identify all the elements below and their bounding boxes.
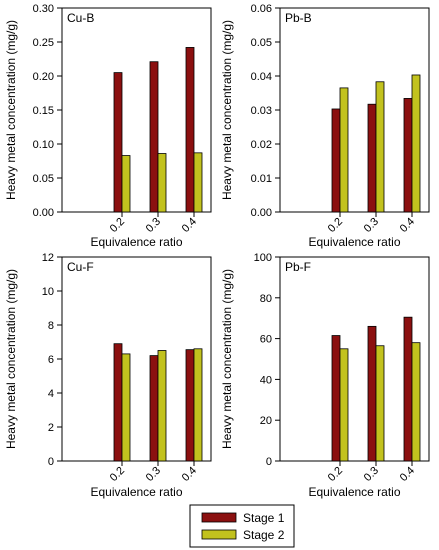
y-axis-label: Heavy metal concentration (mg/g) bbox=[4, 269, 18, 449]
legend-label-stage-1: Stage 1 bbox=[243, 511, 285, 525]
y-tick-label: 0.06 bbox=[251, 3, 272, 15]
x-tick-label: 0.3 bbox=[144, 465, 163, 484]
x-tick-label: 0.3 bbox=[362, 216, 381, 235]
x-axis-label: Equivalence ratio bbox=[308, 485, 400, 499]
legend-swatch-stage-1 bbox=[201, 512, 237, 523]
panel-pb-f: 0 20 40 60 80 100 0.2 0.3 0.4 Pb-F Equivalence rat… bbox=[220, 252, 430, 499]
bar-stage-2-0-2 bbox=[339, 348, 349, 462]
y-tick-label: 0.00 bbox=[33, 207, 54, 219]
legend-box bbox=[189, 504, 295, 548]
y-tick-label: 0.15 bbox=[33, 105, 54, 117]
y-tick-label: 80 bbox=[260, 293, 272, 305]
y-tick-label: 0 bbox=[266, 456, 272, 468]
y-axis-label: Heavy metal concentration (mg/g) bbox=[220, 20, 234, 200]
y-tick-label: 0.05 bbox=[251, 37, 272, 49]
bar-stage-2-0-3 bbox=[375, 81, 385, 213]
panel-cu-f: 0 2 4 6 8 10 12 0.2 0.3 0.4 Cu-F Equivalence ratio H… bbox=[4, 252, 212, 499]
x-tick-label: 0.4 bbox=[398, 465, 417, 484]
y-tick-label: 0.30 bbox=[33, 3, 54, 15]
bar-stage-1-0-2 bbox=[113, 343, 123, 462]
legend-label-stage-2: Stage 2 bbox=[243, 528, 285, 542]
x-axis-label: Equivalence ratio bbox=[90, 485, 182, 499]
y-tick-label: 0.01 bbox=[251, 173, 272, 185]
panel-label: Cu-B bbox=[67, 11, 94, 25]
x-tick-label: 0.3 bbox=[362, 465, 381, 484]
x-tick-label: 0.2 bbox=[326, 216, 345, 235]
x-axis-label: Equivalence ratio bbox=[308, 235, 400, 249]
x-tick-label: 0.2 bbox=[326, 465, 345, 484]
bar-stage-2-0-2 bbox=[121, 155, 131, 213]
bar-stage-2-0-4 bbox=[193, 152, 203, 213]
y-tick-label: 0.04 bbox=[251, 71, 272, 83]
bar-stage-1-0-4 bbox=[403, 98, 413, 213]
panel-cu-b: 0.00 0.05 0.10 0.15 0.20 0.25 0.30 0.2 0.3 0.4 Cu-… bbox=[4, 3, 212, 249]
panel-label: Pb-F bbox=[285, 260, 311, 274]
y-tick-label: 0.10 bbox=[33, 139, 54, 151]
y-tick-label: 20 bbox=[260, 415, 272, 427]
y-tick-label: 40 bbox=[260, 374, 272, 386]
y-tick-label: 2 bbox=[48, 422, 54, 434]
legend: Stage 1 Stage 2 bbox=[189, 504, 295, 548]
y-tick-label: 0.25 bbox=[33, 37, 54, 49]
bar-stage-1-0-3 bbox=[367, 325, 377, 462]
y-axis-label: Heavy metal concentration (mg/g) bbox=[4, 20, 18, 200]
bar-stage-2-0-2 bbox=[121, 353, 131, 462]
bar-stage-1-0-2 bbox=[113, 72, 123, 213]
panel-label: Pb-B bbox=[285, 11, 312, 25]
x-tick-label: 0.3 bbox=[144, 216, 163, 235]
x-tick-label: 0.4 bbox=[180, 216, 199, 235]
bar-stage-1-0-4 bbox=[185, 349, 195, 462]
bar-stage-1-0-3 bbox=[367, 103, 377, 213]
bar-stage-2-0-4 bbox=[411, 74, 421, 213]
panel-label: Cu-F bbox=[67, 260, 94, 274]
bar-stage-1-0-3 bbox=[149, 61, 159, 213]
panel-pb-b: 0.00 0.01 0.02 0.03 0.04 0.05 0.06 0.2 0.3 0.4 Pb-… bbox=[220, 3, 430, 249]
y-tick-label: 0.20 bbox=[33, 71, 54, 83]
plot-frame bbox=[279, 256, 430, 462]
bar-stage-1-0-2 bbox=[331, 335, 341, 462]
bar-stage-2-0-3 bbox=[375, 345, 385, 462]
x-axis-label: Equivalence ratio bbox=[90, 235, 182, 249]
bar-stage-2-0-3 bbox=[157, 350, 167, 462]
bar-stage-2-0-2 bbox=[339, 87, 349, 213]
bar-stage-1-0-3 bbox=[149, 355, 159, 462]
y-tick-label: 0.03 bbox=[251, 105, 272, 117]
y-tick-label: 6 bbox=[48, 354, 54, 366]
bar-stage-1-0-2 bbox=[331, 108, 341, 213]
bar-stage-1-0-4 bbox=[185, 47, 195, 213]
y-tick-label: 0.02 bbox=[251, 139, 272, 151]
y-axis-label: Heavy metal concentration (mg/g) bbox=[220, 269, 234, 449]
y-tick-label: 10 bbox=[42, 286, 54, 298]
y-tick-label: 0 bbox=[48, 456, 54, 468]
x-tick-label: 0.4 bbox=[180, 465, 199, 484]
y-tick-label: 12 bbox=[42, 252, 54, 264]
y-tick-label: 0.00 bbox=[251, 207, 272, 219]
y-tick-label: 60 bbox=[260, 334, 272, 346]
x-tick-label: 0.2 bbox=[108, 465, 127, 484]
y-tick-label: 0.05 bbox=[33, 173, 54, 185]
bar-stage-2-0-4 bbox=[193, 348, 203, 462]
legend-swatch-stage-2 bbox=[201, 529, 237, 540]
y-tick-label: 8 bbox=[48, 320, 54, 332]
y-tick-label: 4 bbox=[48, 388, 54, 400]
x-tick-label: 0.2 bbox=[108, 216, 127, 235]
bar-stage-2-0-3 bbox=[157, 153, 167, 213]
bar-stage-1-0-4 bbox=[403, 316, 413, 462]
x-tick-label: 0.4 bbox=[398, 216, 417, 235]
y-tick-label: 100 bbox=[254, 252, 272, 264]
bar-stage-2-0-4 bbox=[411, 342, 421, 462]
